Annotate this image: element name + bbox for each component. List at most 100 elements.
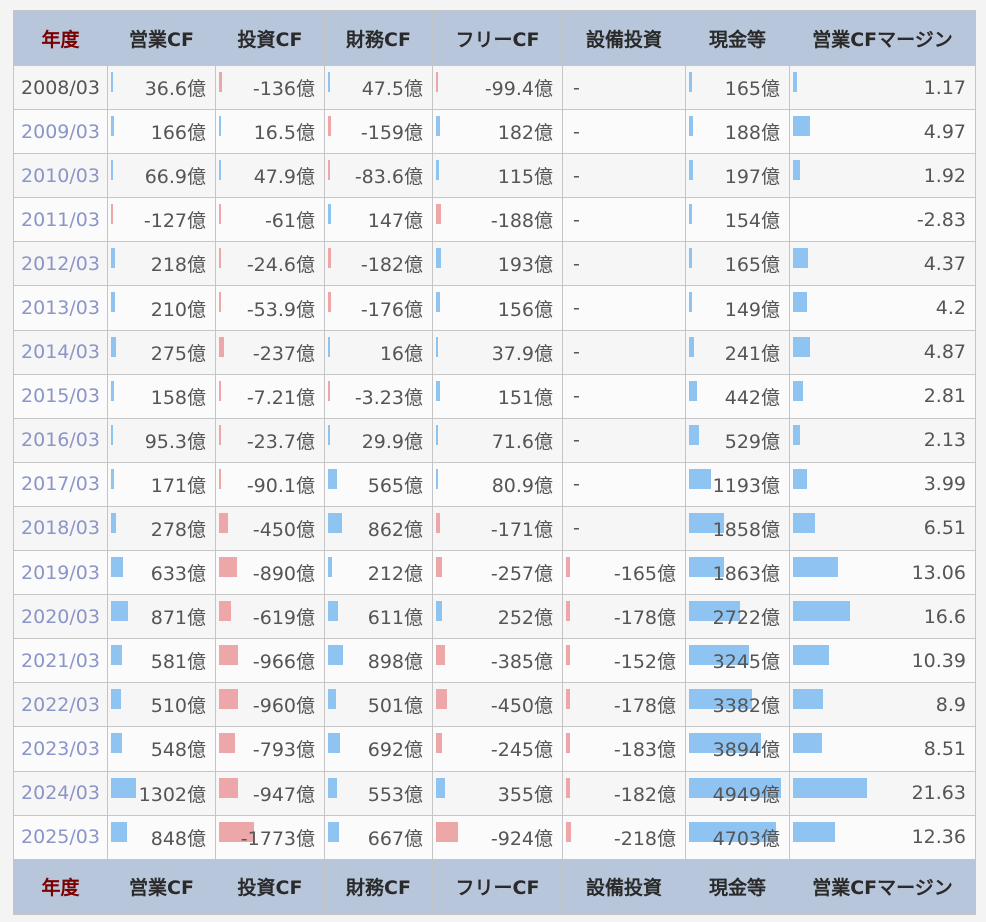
financing-cf-bar (328, 777, 338, 798)
financing-cf-bar (328, 160, 330, 181)
header-year[interactable]: 年度 (13, 10, 108, 66)
financing-cf-cell: 692億 (324, 726, 433, 772)
free-cf-bar (436, 733, 442, 754)
year-cell[interactable]: 2012/03 (13, 241, 108, 287)
year-cell[interactable]: 2016/03 (13, 417, 108, 463)
cash-bar (689, 601, 740, 622)
operating-margin-value: 10.39 (911, 649, 966, 672)
cash-value: 1858億 (712, 518, 780, 541)
cash-value: 149億 (724, 298, 780, 321)
investing-cf-cell: -960億 (215, 682, 325, 728)
year-cell[interactable]: 2025/03 (13, 814, 108, 860)
operating-margin-bar (793, 733, 823, 754)
footer-header-operating-cf[interactable]: 営業CF (107, 858, 216, 915)
year-cell[interactable]: 2015/03 (13, 373, 108, 419)
operating-cf-bar (111, 733, 122, 754)
operating-cf-value: 633億 (150, 563, 206, 586)
investing-cf-value: -23.7億 (246, 430, 315, 453)
year-cell[interactable]: 2022/03 (13, 682, 108, 728)
financing-cf-bar (328, 336, 330, 357)
investing-cf-bar (219, 336, 224, 357)
investing-cf-cell: -53.9億 (215, 285, 325, 331)
operating-margin-value: 1.92 (923, 164, 966, 187)
investing-cf-bar (219, 72, 222, 92)
financing-cf-value: 862億 (367, 518, 423, 541)
footer-header-free-cf[interactable]: フリーCF (432, 858, 563, 915)
free-cf-cell: 193億 (432, 241, 563, 287)
year-cell[interactable]: 2020/03 (13, 594, 108, 640)
capex-cell: -178億 (562, 682, 686, 728)
financing-cf-cell: 553億 (324, 770, 433, 816)
operating-margin-bar (793, 160, 800, 181)
table-row: 2012/03 218億 -24.6億 -182億 193億 - 165億 4.37 (13, 241, 976, 287)
investing-cf-bar (219, 380, 221, 401)
cash-cell: 442億 (685, 373, 790, 419)
year-cell[interactable]: 2018/03 (13, 505, 108, 552)
year-cell[interactable]: 2021/03 (13, 638, 108, 684)
financing-cf-value: 16億 (379, 342, 423, 365)
cash-value: 1863億 (712, 563, 780, 586)
capex-cell: -152億 (562, 638, 686, 684)
capex-cell: -165億 (562, 550, 686, 596)
year-cell[interactable]: 2023/03 (13, 726, 108, 772)
cash-bar (689, 512, 724, 533)
financing-cf-cell: 16億 (324, 329, 433, 375)
operating-margin-value: 4.2 (935, 297, 966, 320)
free-cf-cell: 37.9億 (432, 329, 563, 375)
footer-header-capex[interactable]: 設備投資 (562, 858, 686, 915)
year-cell[interactable]: 2013/03 (13, 285, 108, 331)
year-cell[interactable]: 2024/03 (13, 770, 108, 816)
capex-cell: - (562, 285, 686, 331)
footer-header-year[interactable]: 年度 (13, 858, 108, 915)
investing-cf-bar (219, 601, 232, 622)
footer-header-cash[interactable]: 現金等 (685, 858, 790, 915)
cash-bar (689, 336, 694, 357)
cash-cell: 188億 (685, 109, 790, 155)
cash-value: 442億 (724, 386, 780, 409)
capex-value: -165億 (613, 563, 676, 586)
header-operating-cf[interactable]: 営業CF (107, 10, 216, 66)
capex-value: -218億 (613, 827, 676, 850)
free-cf-value: 115億 (497, 166, 553, 189)
year-cell[interactable]: 2010/03 (13, 153, 108, 199)
financing-cf-value: 29.9億 (361, 430, 423, 453)
operating-margin-value: 12.36 (911, 826, 966, 849)
header-investing-cf[interactable]: 投資CF (215, 10, 325, 66)
investing-cf-value: -793億 (252, 739, 315, 762)
operating-cf-bar (111, 689, 121, 710)
investing-cf-value: -24.6億 (246, 254, 315, 277)
capex-cell: -218億 (562, 814, 686, 860)
year-cell[interactable]: 2017/03 (13, 461, 108, 507)
capex-value: - (573, 517, 580, 540)
capex-value: -178億 (613, 695, 676, 718)
header-free-cf[interactable]: フリーCF (432, 10, 563, 66)
year-cell[interactable]: 2011/03 (13, 197, 108, 243)
footer-header-investing-cf[interactable]: 投資CF (215, 858, 325, 915)
header-cash[interactable]: 現金等 (685, 10, 790, 66)
operating-cf-cell: -127億 (107, 197, 216, 243)
capex-bar (566, 601, 571, 622)
cash-cell: 3382億 (685, 682, 790, 728)
cash-bar (689, 292, 692, 313)
year-cell[interactable]: 2014/03 (13, 329, 108, 375)
investing-cf-cell: -237億 (215, 329, 325, 375)
investing-cf-cell: -1773億 (215, 814, 325, 860)
operating-cf-bar (111, 645, 123, 666)
capex-bar (566, 777, 571, 798)
financing-cf-bar (328, 380, 330, 401)
header-operating-margin[interactable]: 営業CFマージン (789, 10, 976, 66)
operating-cf-bar (111, 248, 116, 269)
capex-cell: - (562, 329, 686, 375)
cash-cell: 529億 (685, 417, 790, 463)
operating-margin-bar (793, 116, 810, 137)
operating-cf-value: 510億 (150, 695, 206, 718)
operating-cf-value: -127億 (143, 210, 206, 233)
cash-value: 4949億 (712, 783, 780, 806)
header-capex[interactable]: 設備投資 (562, 10, 686, 66)
footer-header-financing-cf[interactable]: 財務CF (324, 858, 433, 915)
financing-cf-cell: 29.9億 (324, 417, 433, 463)
year-cell[interactable]: 2009/03 (13, 109, 108, 155)
year-cell[interactable]: 2019/03 (13, 550, 108, 596)
header-financing-cf[interactable]: 財務CF (324, 10, 433, 66)
footer-header-operating-margin[interactable]: 営業CFマージン (789, 858, 976, 915)
